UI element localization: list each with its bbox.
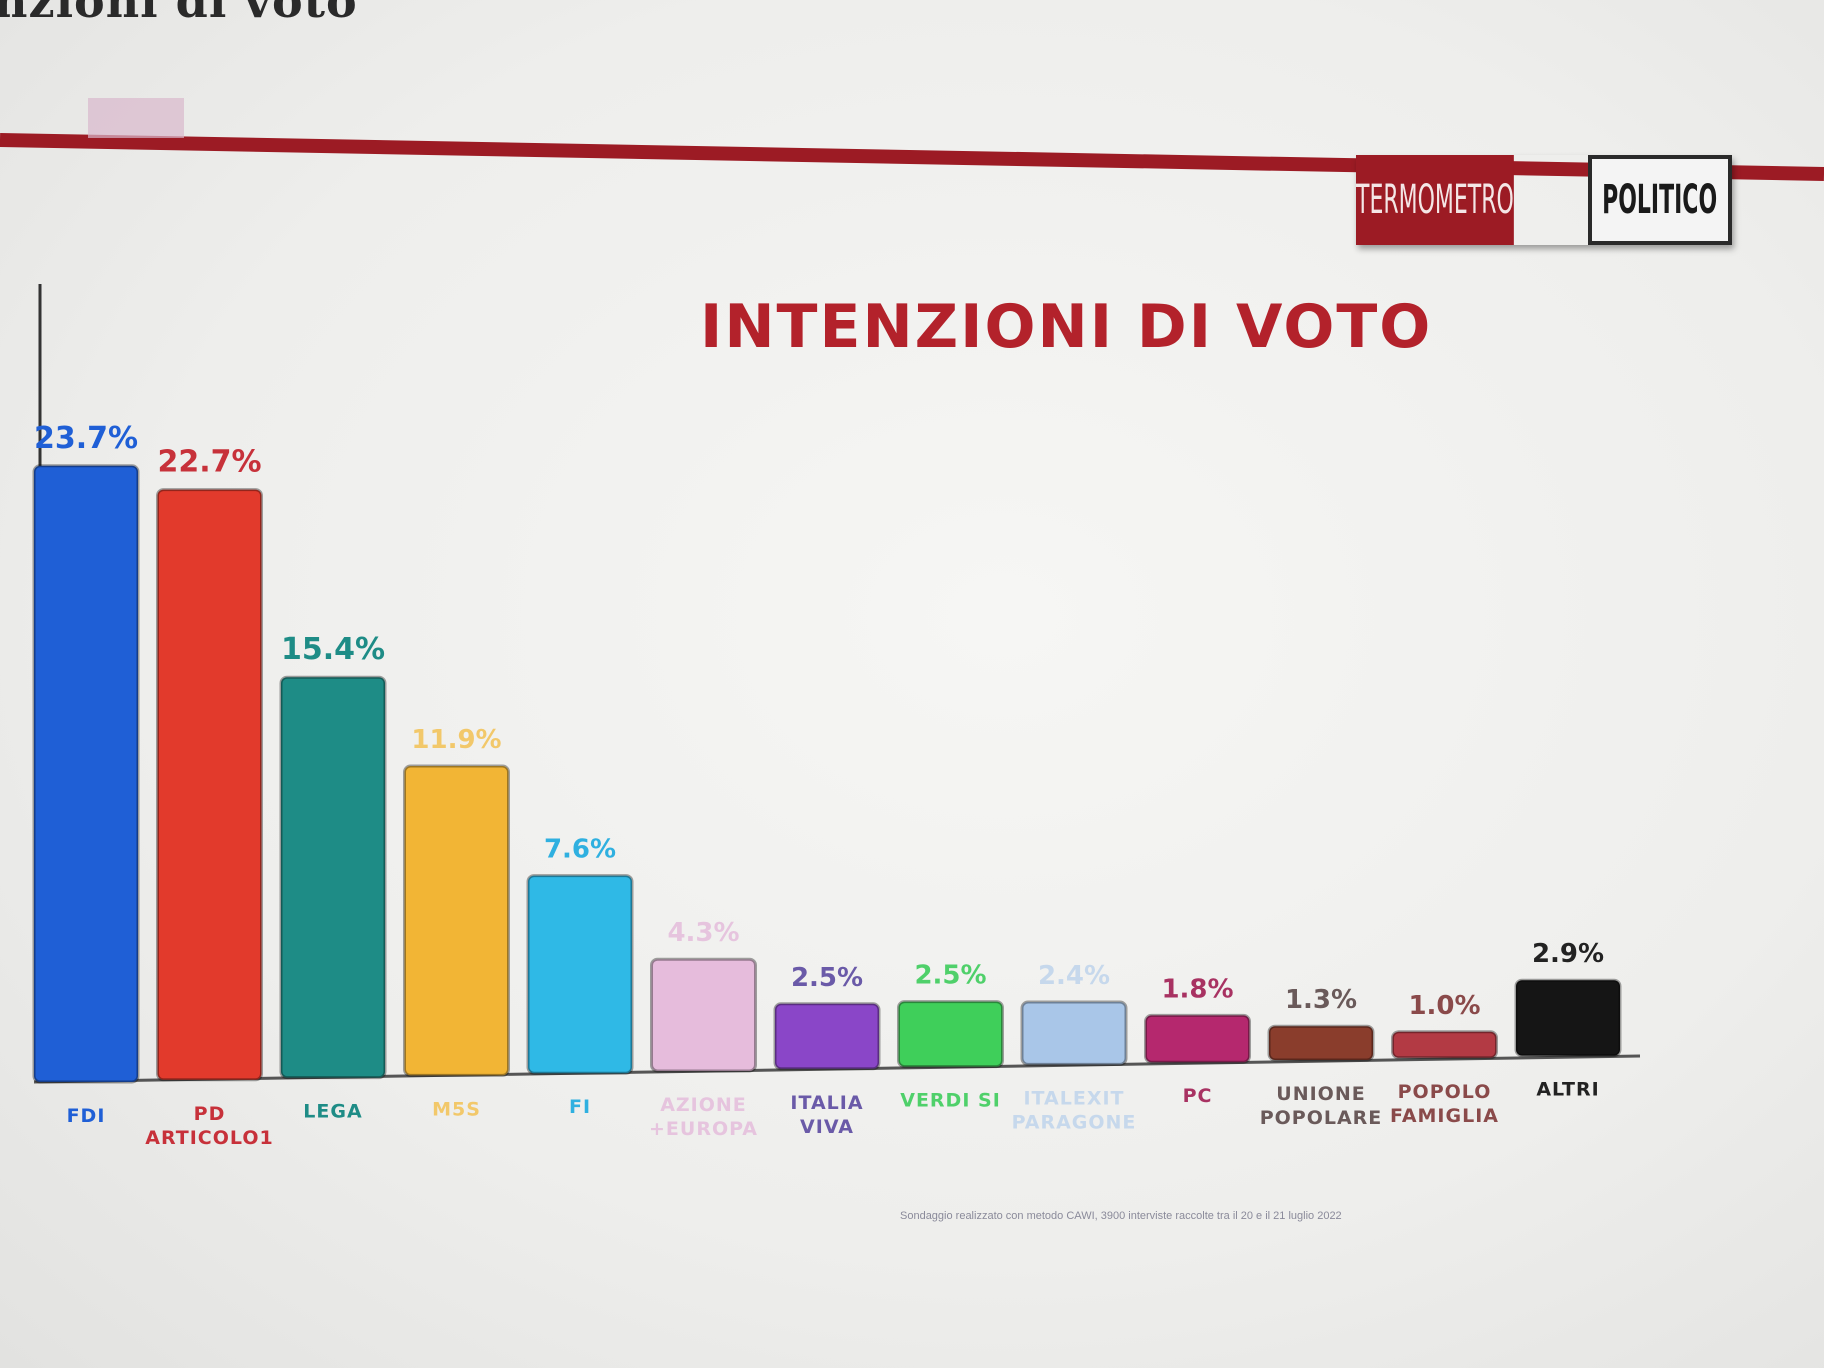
category-label-9-0: PC [1183, 1085, 1213, 1107]
category-label-5-1: +EUROPA [649, 1118, 758, 1140]
category-label-1-1: ARTICOLO1 [145, 1127, 273, 1149]
bar-12 [1514, 978, 1622, 1058]
logo-right-text: POLITICO [1602, 177, 1718, 223]
category-label-8-0: ITALEXIT [1023, 1087, 1124, 1109]
value-label-2: 15.4% [281, 632, 385, 667]
bar-11 [1391, 1030, 1498, 1060]
category-label-8-1: PARAGONE [1012, 1111, 1137, 1133]
value-label-5: 4.3% [667, 918, 739, 948]
x-axis-baseline [33, 1054, 1641, 1084]
header-rule [0, 98, 1824, 181]
value-label-12: 2.9% [1532, 939, 1604, 969]
category-label-7-0: VERDI SI [900, 1090, 1001, 1112]
category-label-5-0: AZIONE [660, 1094, 747, 1116]
bar-4 [526, 874, 634, 1075]
bar-7 [897, 1000, 1004, 1069]
bar-8 [1020, 1000, 1128, 1066]
category-label-6-1: VIVA [800, 1116, 854, 1138]
bar-3 [403, 764, 510, 1077]
category-label-10-0: UNIONE [1276, 1083, 1365, 1105]
category-label-0-0: FDI [67, 1105, 106, 1127]
bar-5 [650, 957, 757, 1073]
logo-left-block: TERMOMETRO [1356, 155, 1514, 245]
category-label-10-1: POPOLARE [1260, 1107, 1383, 1129]
category-label-4-0: FI [569, 1096, 591, 1118]
value-label-4: 7.6% [544, 835, 616, 865]
value-label-0: 23.7% [34, 421, 138, 456]
category-label-11-1: FAMIGLIA [1390, 1105, 1499, 1127]
bar-2 [279, 675, 387, 1080]
value-label-10: 1.3% [1285, 985, 1357, 1015]
category-label-3-0: M5S [432, 1098, 481, 1120]
bar-6 [773, 1002, 881, 1071]
value-label-3: 11.9% [411, 725, 501, 755]
bar-10 [1267, 1024, 1375, 1062]
value-label-1: 22.7% [157, 445, 261, 480]
category-label-6-0: ITALIA [790, 1092, 863, 1114]
logo-left-text: TERMOMETRO [1356, 177, 1514, 223]
bar-0 [32, 464, 140, 1084]
category-label-12-0: ALTRI [1536, 1079, 1599, 1101]
survey-footnote: Sondaggio realizzato con metodo CAWI, 39… [900, 1210, 1342, 1222]
value-label-7: 2.5% [914, 961, 986, 991]
termometro-politico-logo: TERMOMETRO POLITICO [1356, 155, 1732, 245]
value-label-9: 1.8% [1161, 974, 1233, 1004]
value-label-6: 2.5% [791, 963, 863, 993]
category-label-11-0: POPOLO [1398, 1081, 1492, 1103]
category-label-2-0: LEGA [303, 1101, 362, 1123]
logo-right-block: POLITICO [1588, 155, 1732, 245]
value-labels-group: 23.7% 22.7% 15.4% 11.9% 7.6% 4.3% 2.5% 2.5% 2.4%… [34, 421, 1604, 1021]
value-label-11: 1.0% [1408, 991, 1480, 1021]
bar-9 [1144, 1013, 1251, 1064]
page-heading: nzioni di voto [0, 0, 358, 28]
category-label-1-0: PD [194, 1103, 226, 1125]
bars-group [32, 464, 1622, 1084]
bar-1 [156, 488, 263, 1082]
value-label-8: 2.4% [1038, 961, 1110, 991]
